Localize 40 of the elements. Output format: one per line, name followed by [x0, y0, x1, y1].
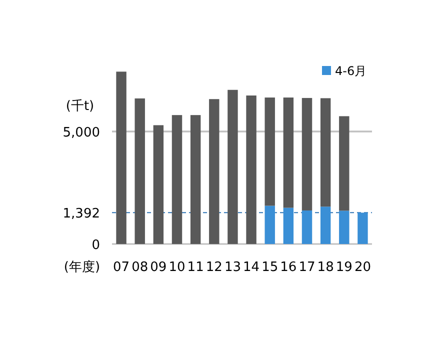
- bar: [320, 98, 331, 207]
- bar: [134, 98, 145, 244]
- bar: [190, 115, 201, 244]
- x-tick-label: 18: [317, 260, 334, 275]
- x-tick-label: 10: [168, 260, 186, 275]
- y-tick-label: 1,392: [62, 206, 100, 222]
- y-tick-label: 0: [92, 238, 100, 253]
- bar: [283, 98, 294, 208]
- bar: [246, 96, 256, 244]
- bar: [172, 115, 182, 244]
- bar: [228, 90, 238, 244]
- legend-label: 4-6月: [335, 64, 367, 78]
- bar: [153, 125, 164, 244]
- bar: [320, 206, 331, 244]
- x-tick-label: 14: [243, 260, 260, 275]
- x-tick-label: 09: [150, 260, 167, 275]
- y-axis-title: (千t): [66, 99, 94, 114]
- x-tick-label: 20: [354, 260, 371, 275]
- legend: 4-6月: [322, 64, 367, 78]
- bar: [302, 98, 312, 210]
- x-tick-label: 19: [336, 260, 352, 275]
- x-tick-label: 11: [187, 260, 204, 275]
- x-tick-label: 12: [206, 260, 222, 275]
- bar: [302, 210, 312, 244]
- bar: [339, 116, 350, 211]
- bar: [358, 212, 368, 244]
- x-tick-label: 15: [262, 260, 278, 275]
- bar: [339, 210, 350, 244]
- bar: [116, 72, 126, 244]
- x-tick-label: 17: [298, 260, 316, 275]
- x-tick-label: 13: [224, 260, 241, 275]
- x-tick-label: 08: [132, 260, 148, 275]
- bar: [264, 206, 275, 244]
- y-tick-label: 5,000: [62, 126, 100, 140]
- bar: [283, 208, 294, 244]
- bar: [264, 98, 275, 206]
- x-tick-label: 16: [280, 260, 297, 275]
- x-tick-label: 07: [113, 260, 130, 275]
- x-axis-title: (年度): [64, 259, 100, 275]
- bar: [209, 99, 220, 244]
